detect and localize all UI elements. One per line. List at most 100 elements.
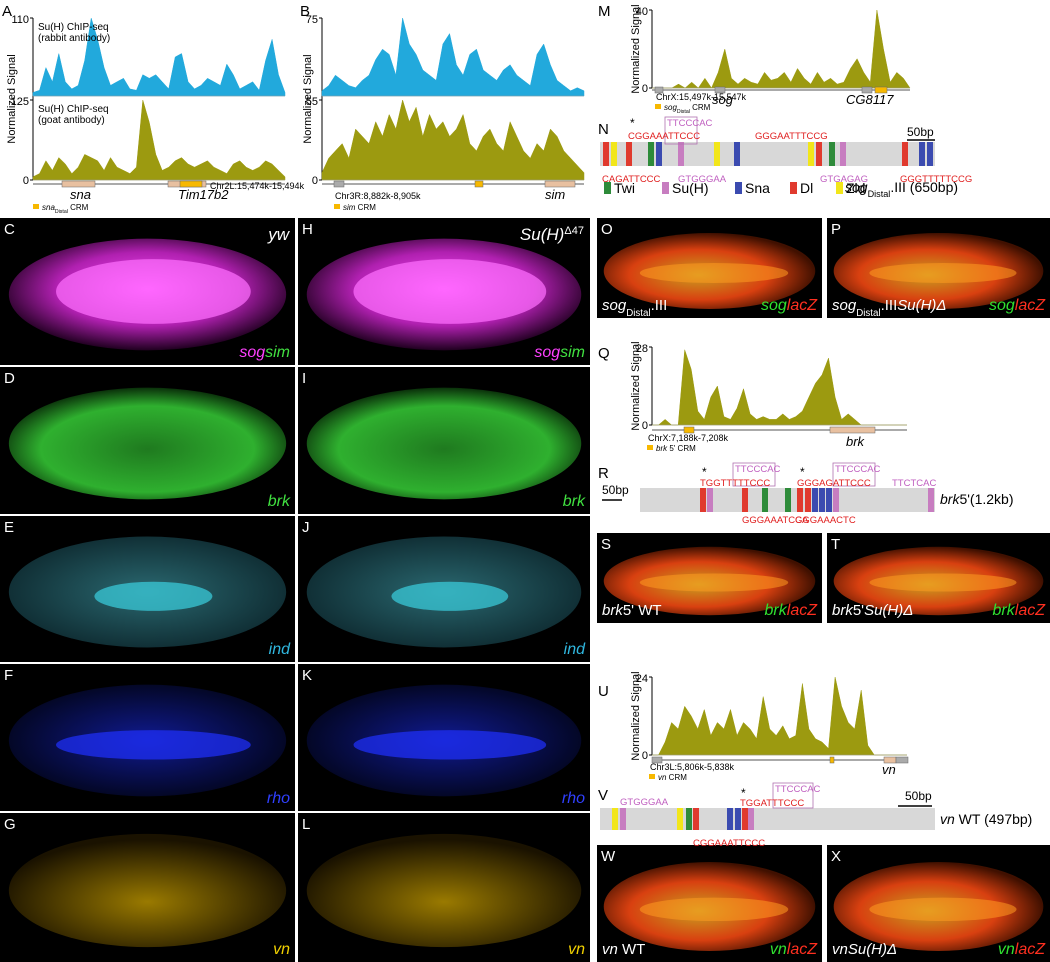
panel-letter: L: [302, 816, 310, 833]
binding-site: [808, 142, 814, 166]
track-label: Su(H) ChIP-seq: [38, 104, 109, 115]
panel-letter: T: [831, 536, 840, 553]
stain-label: rho: [267, 790, 290, 807]
crm-label-part: sim: [343, 203, 356, 212]
legend-label: Sna: [745, 180, 770, 196]
sequence-label: GTGAGAG: [820, 174, 868, 185]
y-axis-label: Normalized Signal: [630, 4, 642, 93]
embryo: [8, 833, 287, 948]
crm-label-part: CRM: [68, 203, 89, 212]
coordinates: ChrX:15,497k-15,547k: [656, 92, 747, 102]
coordinates: Chr2L:15,474k-15,494k: [210, 181, 305, 191]
genotype-tag-part: Δ47: [564, 225, 584, 237]
crm-label-part: brk: [656, 444, 668, 453]
stain-label-part: brk: [563, 493, 586, 510]
binding-site: [626, 142, 632, 166]
stain-label: brk: [268, 493, 291, 510]
gene-box: [654, 86, 664, 94]
construct-name: brk5'(1.2kb): [940, 491, 1013, 507]
genotype-label-part: Distal: [626, 308, 650, 319]
binding-site: [735, 808, 741, 830]
sequence-label: *: [630, 116, 635, 130]
construct-name-part: 5'(1.2kb): [959, 491, 1013, 507]
crm-label-part: Distal: [677, 109, 690, 115]
y-tick-label: 40: [636, 6, 648, 18]
binding-site: [927, 142, 933, 166]
stain-label: soglacZ: [761, 297, 818, 314]
stain-label: vn: [273, 941, 290, 958]
legend-swatch: [604, 182, 611, 194]
embryo: [306, 833, 582, 948]
track-label: Su(H) ChIP-seq: [38, 22, 109, 33]
stain-label-part: sog: [239, 344, 265, 361]
binding-site: [742, 488, 748, 512]
sequence-label: TTCTCAC: [892, 478, 936, 489]
genotype-label: sogDistal.IIISu(H)Δ: [832, 297, 946, 319]
sequence-label: *: [702, 465, 707, 479]
stain-label: soglacZ: [989, 297, 1046, 314]
genotype-tag: Su(H)Δ47: [520, 225, 584, 244]
stain-label: sogsim: [239, 344, 290, 361]
gene-name: CG8117: [846, 92, 894, 107]
crm-label: sogDistal CRM: [664, 103, 711, 115]
stain-label-part: lacZ: [1015, 602, 1046, 619]
panel-letter: V: [598, 787, 608, 804]
panel-letter: C: [4, 221, 15, 238]
stain-label: brklacZ: [993, 602, 1047, 619]
binding-site: [826, 488, 832, 512]
binding-site: [611, 142, 617, 166]
motif-box: [664, 116, 698, 145]
y-tick-label: 0: [642, 83, 648, 95]
binding-site: [797, 488, 803, 512]
sequence-label: CAGATTCCC: [602, 174, 661, 185]
gene-box: [651, 756, 663, 764]
panel-letter: G: [4, 816, 16, 833]
gene-name: sim: [545, 187, 565, 202]
genotype-label-part: .III: [651, 297, 668, 314]
sequence-label: *: [741, 786, 746, 800]
crm-label: sim CRM: [343, 203, 376, 212]
signal-area: [652, 9, 911, 89]
binding-site: [762, 488, 768, 512]
y-tick-label: 0: [23, 175, 29, 187]
stain-label: ind: [564, 641, 586, 658]
legend-label: Su(H): [672, 180, 709, 196]
crm-bar: [600, 808, 935, 830]
stain-label: vn: [568, 941, 585, 958]
binding-site: [816, 142, 822, 166]
crm-key: [649, 774, 655, 779]
panel-letter: F: [4, 667, 13, 684]
panel-letter: S: [601, 536, 611, 553]
crm-label-part: CRM: [666, 773, 687, 782]
sequence-label: *: [800, 465, 805, 479]
binding-site: [928, 488, 934, 512]
binding-site: [700, 488, 706, 512]
stain-label-part: sim: [560, 344, 585, 361]
binding-site: [919, 142, 925, 166]
genotype-label-part: 5' WT: [623, 602, 662, 619]
panel-letter: D: [4, 370, 15, 387]
expression-band: [56, 730, 251, 760]
gene-name: brk: [846, 434, 866, 449]
sequence-label: CGGAAATTCCC: [693, 838, 765, 849]
genotype-label-part: brk: [602, 602, 624, 619]
stain-label: brklacZ: [765, 602, 819, 619]
gene-box: [683, 426, 695, 434]
legend-label: Zld: [846, 180, 865, 196]
gene-box: [829, 426, 876, 434]
binding-site: [612, 808, 618, 830]
construct-name-part: Distal: [868, 189, 891, 199]
y-tick-label: 24: [636, 673, 648, 685]
legend-swatch: [790, 182, 797, 194]
track-label: (rabbit antibody): [38, 33, 110, 44]
crm-label-part: 5' CRM: [667, 444, 696, 453]
gene-box: [544, 180, 576, 188]
sequence-label: TGGATTTCCC: [740, 798, 804, 809]
panel-letter: E: [4, 519, 14, 536]
binding-site: [603, 142, 609, 166]
y-tick-label: 0: [642, 750, 648, 762]
genotype-tag: yw: [267, 225, 291, 244]
track-label: (goat antibody): [38, 115, 105, 126]
gene-name: sog: [712, 92, 734, 107]
panel-letter: O: [601, 221, 613, 238]
